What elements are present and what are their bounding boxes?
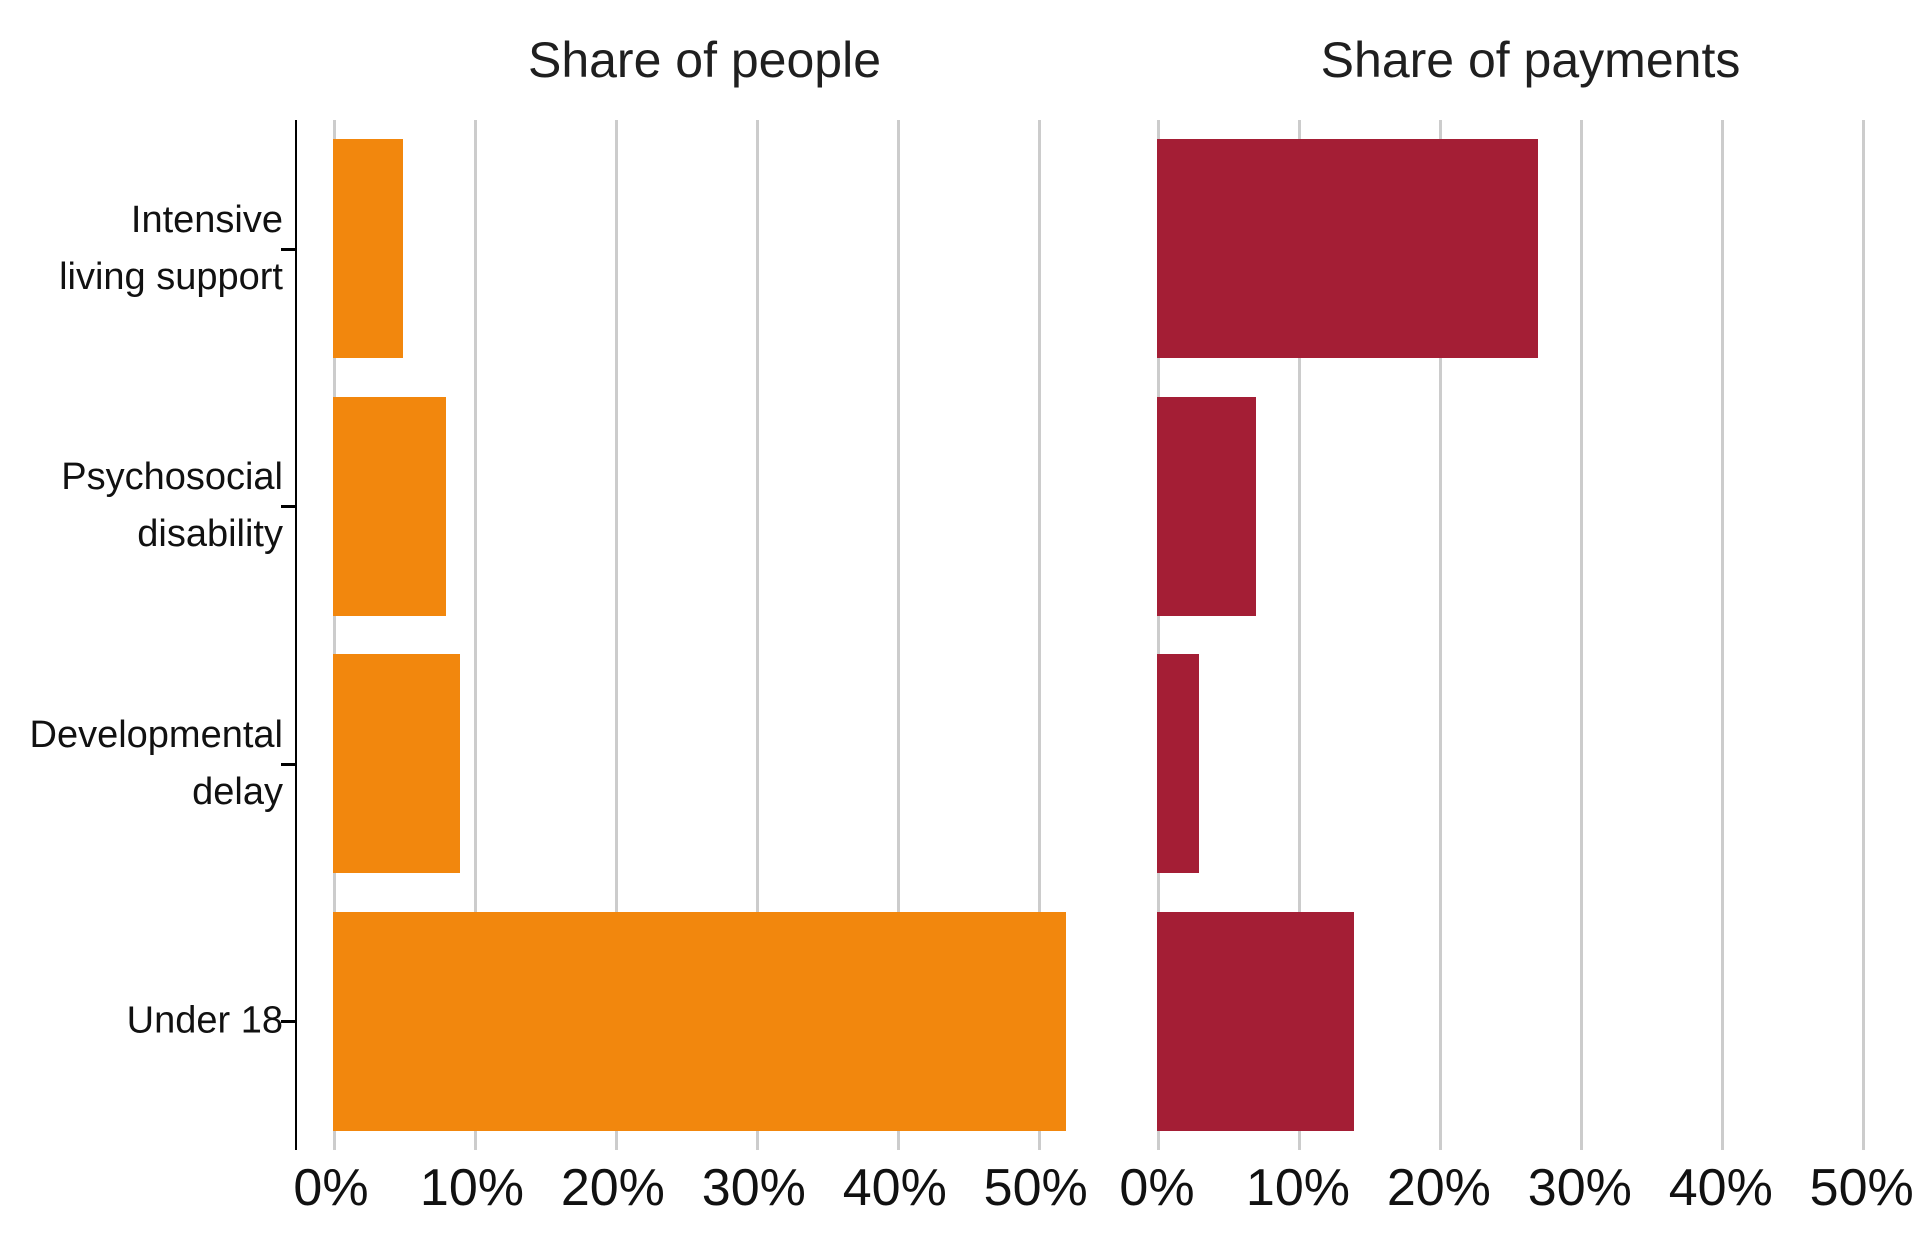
bar-share-of-payments-intensive-living-support (1157, 139, 1538, 359)
category-axis-labels: Intensive living support Psychosocial disab… (0, 120, 283, 1150)
x-axis-tick-labels: 0% 10% 20% 30% 40% 50% 0% 10% 20% 30% 40% 50% (0, 1150, 1920, 1256)
gridline-0 (333, 120, 336, 1150)
x-tick-label-share-of-payments-50: 50% (1809, 1159, 1914, 1217)
x-tick-label-share-of-people-10: 10% (419, 1159, 524, 1217)
x-tick-label-share-of-people-20: 20% (560, 1159, 665, 1217)
gridline-10 (1297, 120, 1301, 1150)
right-panel-title: Share of payments (1320, 32, 1741, 88)
bar-share-of-people-developmental-delay (333, 654, 460, 874)
x-tick-label-share-of-payments-40: 40% (1668, 1159, 1773, 1217)
x-tick-label-share-of-people-40: 40% (842, 1159, 947, 1217)
x-tick-label-share-of-people-0: 0% (293, 1159, 369, 1217)
gridline-50 (1861, 120, 1865, 1150)
category-label-intensive-living-support: Intensive living support (59, 198, 283, 298)
x-tick-label-share-of-payments-30: 30% (1527, 1159, 1632, 1217)
category-label-under-18: Under 18 (126, 999, 283, 1042)
share-of-payments-panel (1121, 120, 1920, 1150)
left-plot-area (333, 120, 1080, 1150)
bar-share-of-payments-developmental-delay (1157, 654, 1200, 874)
x-tick-label-share-of-people-30: 30% (701, 1159, 806, 1217)
y-axis-tick (281, 1020, 295, 1024)
bar-share-of-people-under-18 (333, 911, 1066, 1131)
bar-share-of-payments-under-18 (1157, 911, 1355, 1131)
category-label-developmental-delay: Developmental delay (29, 713, 283, 813)
gridline-10 (473, 120, 477, 1150)
gridline-40 (1720, 120, 1724, 1150)
x-tick-label-share-of-people-50: 50% (983, 1159, 1088, 1217)
gridline-50 (1037, 120, 1041, 1150)
gridline-20 (1438, 120, 1442, 1150)
left-panel-title: Share of people (527, 32, 882, 88)
y-axis-tick (281, 762, 295, 766)
gridline-40 (896, 120, 900, 1150)
y-axis-tick (281, 247, 295, 251)
right-plot-area (1157, 120, 1904, 1150)
gridline-20 (614, 120, 618, 1150)
y-axis-tick (281, 505, 295, 509)
share-of-people-panel (281, 120, 1080, 1150)
x-tick-label-share-of-payments-10: 10% (1245, 1159, 1350, 1217)
bar-share-of-people-intensive-living-support (333, 139, 404, 359)
category-label-psychosocial-disability: Psychosocial disability (61, 456, 283, 556)
bar-share-of-payments-psychosocial-disability (1157, 396, 1256, 616)
gridline-0 (1157, 120, 1160, 1150)
gridline-30 (1579, 120, 1583, 1150)
gridline-30 (755, 120, 759, 1150)
x-tick-label-share-of-payments-0: 0% (1119, 1159, 1195, 1217)
bar-share-of-people-psychosocial-disability (333, 396, 446, 616)
x-tick-label-share-of-payments-20: 20% (1386, 1159, 1491, 1217)
